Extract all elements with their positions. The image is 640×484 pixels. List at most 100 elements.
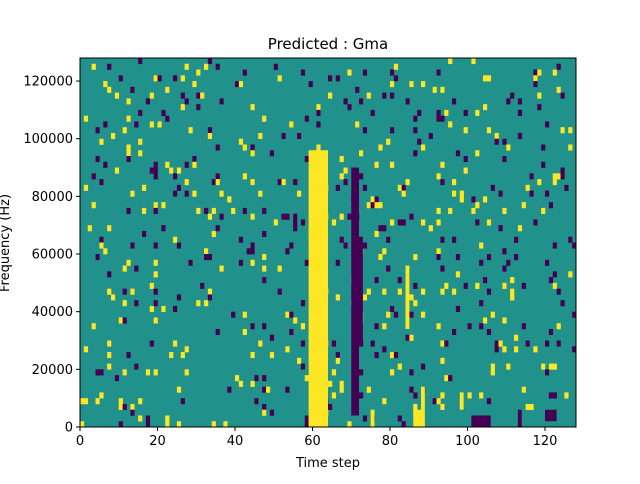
heatmap-cell <box>568 236 573 243</box>
heatmap-cell <box>122 265 127 272</box>
y-tick-label: 80000 <box>32 190 73 205</box>
heatmap-cell <box>114 167 120 174</box>
heatmap-cell <box>343 179 348 186</box>
heatmap-cell <box>436 69 441 76</box>
heatmap-cell <box>277 75 282 82</box>
heatmap-cell <box>463 282 468 289</box>
heatmap-cell <box>300 340 306 347</box>
heatmap-cell <box>436 115 441 122</box>
heatmap-cell <box>297 357 302 364</box>
heatmap-cell <box>421 219 426 226</box>
heatmap-cell <box>413 127 418 134</box>
heatmap-cell <box>304 156 309 163</box>
heatmap-cell <box>386 265 391 272</box>
heatmap-cell <box>153 173 158 180</box>
heatmap-cell <box>95 369 100 376</box>
heatmap-cell <box>560 167 565 174</box>
heatmap-cell <box>552 173 557 180</box>
heatmap-cell <box>436 248 441 255</box>
heatmap-cell <box>397 363 402 370</box>
heatmap-cell <box>227 386 232 393</box>
heatmap-cell <box>479 392 484 399</box>
heatmap-cell <box>455 271 461 278</box>
x-tick-label: 0 <box>76 434 84 449</box>
heatmap-cell <box>130 409 135 416</box>
heatmap-cell <box>343 98 348 105</box>
heatmap-cell <box>219 213 224 220</box>
heatmap-cell <box>335 75 340 82</box>
heatmap-cell <box>176 242 182 249</box>
heatmap-cell <box>560 92 565 99</box>
heatmap-cell <box>359 98 364 105</box>
heatmap-cell <box>440 161 445 168</box>
heatmap-cell <box>362 127 368 134</box>
heatmap-cell <box>339 380 344 387</box>
heatmap-cell <box>366 386 371 393</box>
heatmap-cell <box>378 225 383 232</box>
heatmap-cell <box>153 75 158 82</box>
heatmap-cell <box>300 300 306 307</box>
heatmap-cell <box>262 277 267 284</box>
heatmap-cell <box>390 81 395 88</box>
heatmap-cell <box>486 398 492 405</box>
heatmap-band <box>517 409 522 427</box>
heatmap-cell <box>161 109 166 116</box>
heatmap-cell <box>413 115 418 122</box>
heatmap-cell <box>452 328 457 336</box>
heatmap-cell <box>390 69 395 76</box>
heatmap-cell <box>382 323 387 330</box>
heatmap-cell <box>211 230 216 238</box>
heatmap-cell <box>196 300 201 307</box>
x-axis: 0 20 40 60 80 100 120 <box>76 427 557 449</box>
heatmap-cell <box>444 375 449 382</box>
heatmap-cell <box>436 173 441 180</box>
heatmap-cell <box>328 75 333 82</box>
heatmap-cell <box>149 340 154 347</box>
heatmap-cell <box>459 190 464 197</box>
heatmap-cell <box>552 363 557 370</box>
heatmap-cell <box>409 81 414 88</box>
heatmap-cell <box>533 69 538 76</box>
plot-area <box>80 58 577 428</box>
heatmap-cell <box>153 259 158 266</box>
heatmap-cell <box>145 369 151 376</box>
heatmap-cell <box>440 236 445 243</box>
heatmap-cell <box>440 265 445 272</box>
heatmap-cell <box>362 69 368 76</box>
heatmap-cell <box>215 144 220 151</box>
heatmap-cell <box>335 357 340 364</box>
heatmap-cell <box>463 127 468 134</box>
heatmap-cell <box>378 254 383 261</box>
heatmap-cell <box>440 288 445 295</box>
y-axis: 0 20000 40000 60000 80000 100000 120000 <box>23 75 80 436</box>
heatmap-cell <box>556 288 561 295</box>
heatmap-cell <box>390 161 395 168</box>
heatmap-cell <box>374 323 379 330</box>
heatmap-cell <box>390 92 395 99</box>
heatmap-cell <box>103 81 108 88</box>
heatmap-cell <box>83 398 89 405</box>
heatmap-cell <box>548 277 554 284</box>
heatmap-cell <box>475 109 480 116</box>
heatmap-cell <box>421 363 426 370</box>
heatmap-cell <box>444 282 449 289</box>
heatmap-cell <box>479 323 484 330</box>
heatmap-cell <box>397 219 402 226</box>
heatmap-cell <box>541 207 546 214</box>
heatmap-cell <box>452 190 457 197</box>
heatmap-cell <box>328 403 333 411</box>
heatmap-cell <box>413 403 418 411</box>
heatmap-cell <box>568 271 573 278</box>
heatmap-cell <box>204 63 209 70</box>
heatmap-cell <box>374 352 379 359</box>
heatmap-cell <box>145 98 151 105</box>
heatmap-cell <box>355 86 360 93</box>
heatmap-cell <box>370 196 375 203</box>
heatmap-cell <box>122 127 127 134</box>
heatmap-band <box>421 386 425 410</box>
heatmap-cell <box>99 242 104 249</box>
heatmap-cell <box>331 392 337 399</box>
heatmap-cell <box>475 202 480 209</box>
heatmap-cell <box>386 311 391 318</box>
heatmap-cell <box>304 115 309 122</box>
